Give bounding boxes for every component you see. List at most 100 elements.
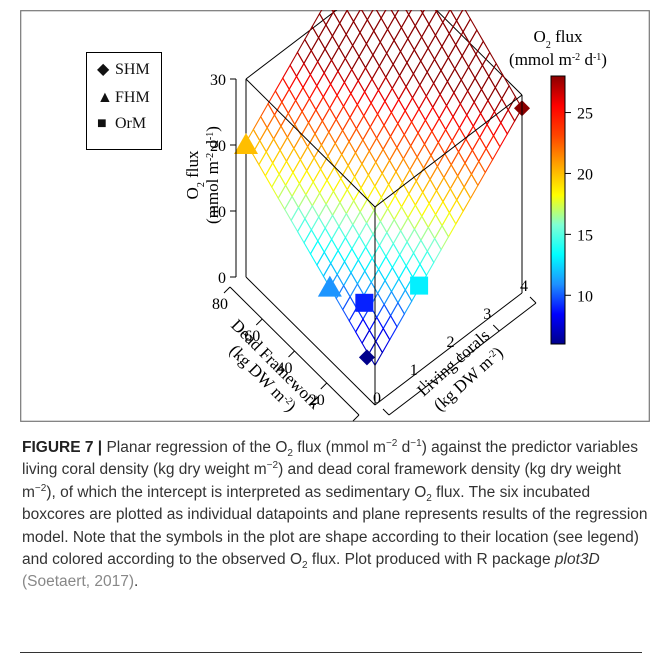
- caption-sup: −2: [385, 437, 398, 449]
- mesh-cell: [343, 271, 359, 298]
- mesh-cell: [365, 233, 381, 260]
- x-tick: [382, 408, 390, 416]
- colorbar-tick-label: 25: [577, 106, 593, 123]
- legend-item-fhm: ▲ FHM: [97, 89, 150, 107]
- mesh-cell: [290, 206, 306, 233]
- mesh-cell: [399, 240, 415, 268]
- mesh-cell: [317, 23, 334, 51]
- mesh-cell: [353, 162, 370, 189]
- mesh-cell: [347, 151, 363, 178]
- mesh-cell: [305, 180, 321, 207]
- z-tick-label: 0: [218, 270, 226, 287]
- mesh-cell: [286, 123, 302, 150]
- mesh-cell: [395, 157, 411, 184]
- caption-sup: −1: [410, 437, 422, 449]
- mesh-cell: [259, 126, 275, 153]
- mesh-cell: [342, 295, 358, 322]
- package-name: plot3D: [554, 551, 600, 569]
- x-tick-label: 1: [410, 362, 418, 379]
- y-tick: [255, 318, 263, 326]
- mesh-cell: [420, 47, 436, 74]
- mesh-cell: [375, 327, 391, 354]
- mesh-cell: [324, 34, 340, 62]
- mesh-cell: [343, 68, 359, 95]
- box-edge-bottom-right: [374, 292, 523, 406]
- citation-link[interactable]: (Soetaert, 2017): [22, 573, 135, 591]
- mesh-cell: [334, 129, 350, 156]
- mesh-cell: [478, 147, 494, 174]
- mesh-cell: [277, 184, 293, 211]
- x-tick-label: 0: [373, 390, 381, 407]
- mesh-cell: [342, 92, 358, 119]
- mesh-cell: [336, 260, 352, 287]
- colorbar-tick-label: 20: [577, 166, 593, 183]
- mesh-cell: [365, 209, 382, 236]
- mesh-cell: [391, 74, 407, 101]
- mesh-cell: [401, 168, 417, 196]
- mesh-cell: [385, 63, 401, 90]
- mesh-cell: [364, 53, 380, 81]
- mesh-cell: [379, 207, 395, 234]
- mesh-cell: [400, 13, 416, 40]
- mesh-cell: [386, 39, 402, 66]
- mesh-cell: [465, 125, 481, 152]
- mesh-cell: [390, 277, 406, 304]
- mesh-cell: [389, 301, 406, 328]
- mesh-cell: [407, 24, 423, 51]
- mesh-cell: [414, 11, 430, 39]
- mesh-cell: [475, 40, 491, 67]
- mesh-cell: [368, 316, 384, 343]
- mesh-cell: [307, 132, 323, 159]
- mesh-cell: [459, 89, 475, 117]
- plot-box-back-edges: [245, 10, 523, 406]
- mesh-cell: [333, 153, 349, 180]
- mesh-cell: [494, 73, 510, 100]
- caption-sup: −2: [266, 460, 279, 472]
- legend-item-orm: ■ OrM: [97, 115, 146, 133]
- mesh-cell: [396, 133, 412, 160]
- caption-sup: −2: [34, 482, 47, 494]
- mesh-cell: [382, 314, 398, 341]
- mesh-cell: [323, 58, 339, 86]
- mesh-cell: [409, 155, 425, 183]
- mesh-cell: [281, 88, 297, 115]
- mesh-cell: [316, 251, 332, 278]
- z-tick-label: 10: [210, 204, 226, 221]
- mesh-cell: [358, 221, 374, 249]
- mesh-cell: [385, 242, 401, 269]
- mesh-cell: [501, 84, 517, 112]
- mesh-cell: [378, 231, 394, 258]
- caption-text: ), of which the intercept is interpreted…: [46, 483, 427, 501]
- mesh-cell: [425, 82, 441, 109]
- mesh-cell: [488, 62, 504, 89]
- caption-text: d: [397, 439, 411, 456]
- mesh-cell: [338, 212, 354, 239]
- mesh-cell: [456, 185, 472, 213]
- regression-plane-mesh: [245, 10, 523, 367]
- box-edge-top-front: [374, 94, 523, 208]
- figure-caption: FIGURE 7 | Planar regression of the O2 f…: [22, 437, 654, 594]
- mesh-cell: [289, 51, 305, 78]
- mesh-cell: [370, 268, 386, 295]
- mesh-cell: [457, 161, 473, 189]
- mesh-cell: [356, 269, 372, 297]
- mesh-cell: [462, 17, 478, 45]
- mesh-cell: [393, 26, 409, 53]
- caption-text: ) and dead coral framework density (kg d…: [22, 461, 621, 501]
- mesh-cell: [356, 90, 372, 117]
- mesh-cell: [309, 239, 325, 267]
- mesh-cell: [492, 121, 508, 148]
- mesh-cell: [323, 238, 339, 265]
- mesh-cell: [317, 47, 333, 75]
- mesh-cell: [422, 178, 438, 205]
- mesh-cell: [429, 165, 445, 192]
- mesh-cell: [296, 217, 313, 244]
- mesh-cell: [265, 137, 281, 165]
- mesh-cell: [343, 247, 359, 274]
- box-edge-top-right: [435, 10, 523, 96]
- x-tick-label: 3: [483, 306, 491, 323]
- mesh-cell: [441, 211, 457, 238]
- legend: ◆ SHM ▲ FHM ■ OrM: [86, 52, 162, 150]
- mesh-cell: [389, 122, 405, 149]
- mesh-cell: [332, 177, 348, 204]
